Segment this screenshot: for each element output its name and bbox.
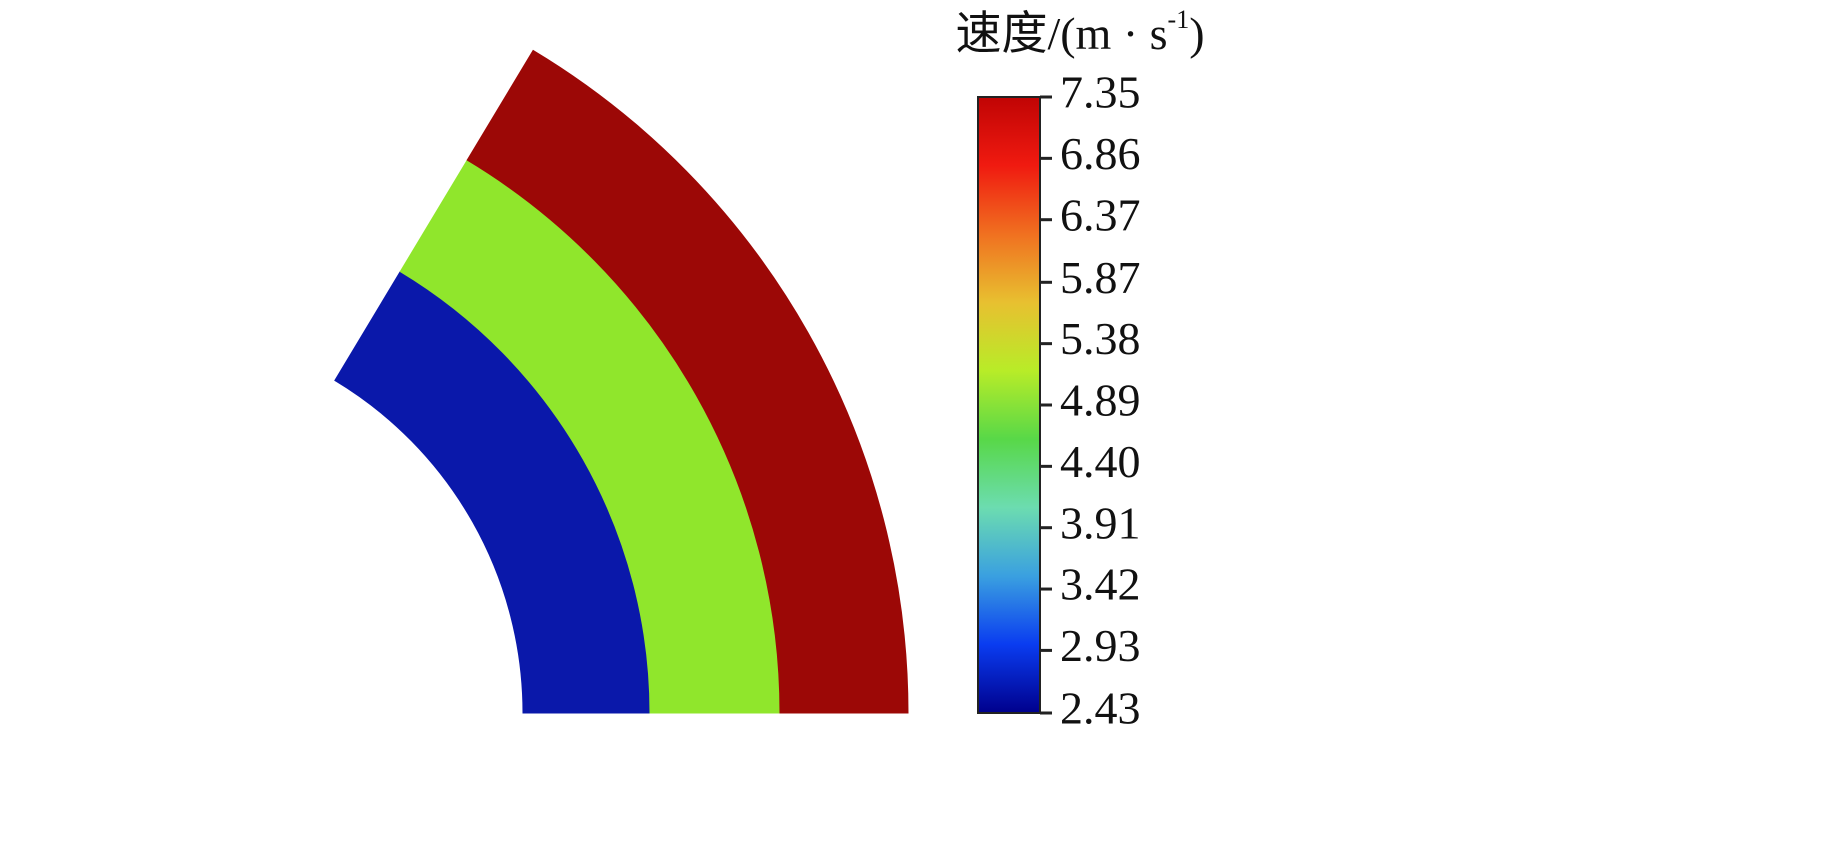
colorbar-tick-label: 4.40 — [1060, 436, 1141, 487]
colorbar-title-text: 速度/(m · s — [955, 8, 1167, 59]
colorbar-title-close: ) — [1189, 8, 1204, 59]
colorbar-tick-label: 6.86 — [1060, 128, 1141, 179]
velocity-band — [466, 49, 909, 714]
colorbar — [977, 96, 1041, 714]
colorbar-title: 速度/(m · s-1) — [955, 5, 1204, 59]
colorbar-tick-label: 3.42 — [1060, 559, 1141, 610]
colorbar-tick-label: 5.87 — [1060, 252, 1141, 303]
colorbar-tick-label: 6.37 — [1060, 189, 1141, 240]
colorbar-tick-label: 5.38 — [1060, 313, 1141, 364]
colorbar-tick-label: 2.93 — [1060, 620, 1141, 671]
colorbar-tick-label: 3.91 — [1060, 497, 1141, 548]
colorbar-title-superscript: -1 — [1168, 5, 1190, 34]
colorbar-tick-label: 7.35 — [1060, 67, 1141, 118]
colorbar-tick-label: 4.89 — [1060, 375, 1141, 426]
colorbar-tick-label: 2.43 — [1060, 683, 1141, 734]
